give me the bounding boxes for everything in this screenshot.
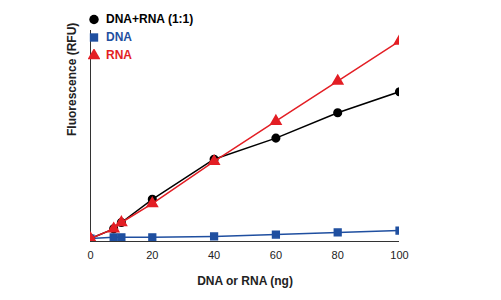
html-text:DNA+RNA (1:1): DNA+RNA (1:1) — [106, 12, 194, 26]
svg-text:Fluorescence (RFU): Fluorescence (RFU) — [65, 23, 79, 136]
svg-text:20: 20 — [146, 249, 158, 261]
svg-text:60: 60 — [270, 249, 282, 261]
html-text:RNA: RNA — [106, 48, 132, 62]
svg-text:DNA or RNA (ng): DNA or RNA (ng) — [197, 274, 293, 288]
svg-text:100: 100 — [390, 249, 408, 261]
html-text:DNA: DNA — [106, 30, 132, 44]
svg-text:0: 0 — [87, 249, 93, 261]
svg-text:40: 40 — [208, 249, 220, 261]
svg-text:80: 80 — [332, 249, 344, 261]
